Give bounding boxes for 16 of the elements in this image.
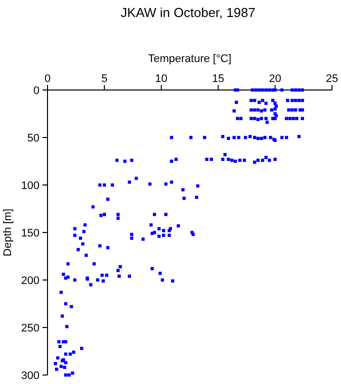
x-axis-title: Temperature [°C]: [148, 53, 232, 65]
x-tick-label: 25: [326, 73, 338, 85]
chart-title: JKAW in October, 1987: [120, 5, 256, 20]
x-tick-label: 5: [101, 73, 108, 85]
x-tick-label: 0: [44, 73, 51, 85]
y-tick-label: 50: [27, 132, 40, 144]
x-tick-label: 10: [155, 73, 168, 85]
y-tick-label: 100: [21, 180, 40, 192]
x-tick-label: 20: [268, 73, 282, 85]
y-tick-label: 200: [21, 275, 40, 287]
x-tick-label: 15: [212, 73, 224, 85]
y-tick-label: 0: [33, 85, 40, 97]
y-tick-label: 150: [21, 228, 40, 240]
y-tick-label: 300: [21, 370, 40, 382]
y-axis-title: Depth [m]: [2, 208, 14, 256]
y-tick-label: 250: [21, 322, 40, 334]
